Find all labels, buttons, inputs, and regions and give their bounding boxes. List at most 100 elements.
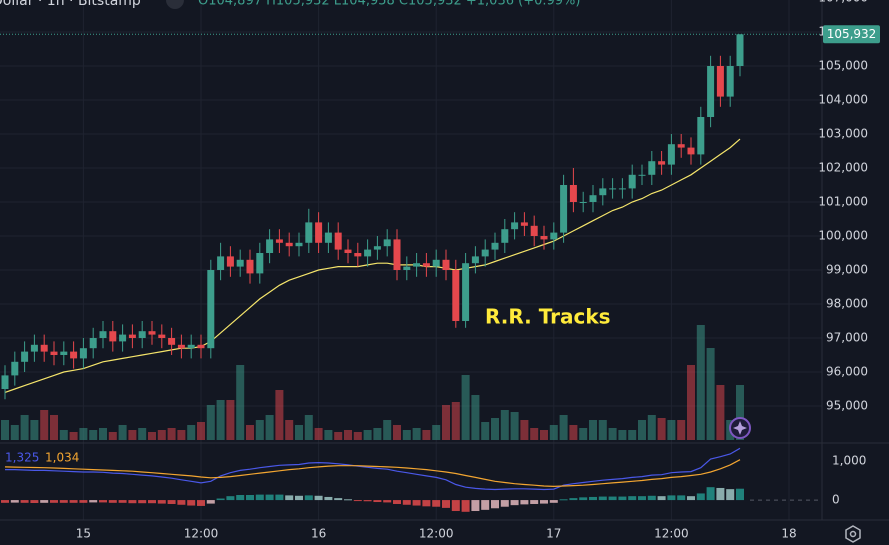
candle-body — [334, 232, 342, 250]
macd-legend: 1,325 — [5, 451, 39, 465]
volume-bar — [99, 428, 107, 440]
candle-body — [667, 144, 675, 165]
candle-body — [246, 259, 254, 274]
candle-body — [364, 249, 372, 257]
volume-bar — [589, 420, 597, 440]
assistant-icon[interactable] — [729, 417, 751, 439]
volume-bar — [383, 420, 392, 440]
histogram-bar — [285, 495, 294, 501]
candle-body — [491, 242, 499, 250]
y-tick-label: 103,000 — [818, 127, 868, 141]
candle-body — [30, 344, 38, 352]
candle-body — [579, 202, 587, 203]
histogram-bar — [128, 500, 137, 504]
volume-bar — [667, 420, 676, 440]
histogram-bar — [569, 498, 578, 501]
volume-bar — [559, 415, 568, 440]
histogram-bar — [1, 500, 9, 503]
last-price-box — [823, 25, 880, 44]
candle-body — [432, 259, 440, 267]
candle-body — [471, 256, 479, 264]
candle-body — [187, 344, 195, 349]
histogram-bar — [422, 500, 431, 507]
histogram-bar — [324, 496, 333, 501]
volume-bar — [1, 420, 9, 440]
histogram-bar — [167, 500, 176, 504]
candle-body — [50, 351, 58, 355]
histogram-bar — [118, 500, 127, 503]
candle-body — [305, 222, 313, 243]
candle-body — [138, 331, 146, 338]
candle-body — [716, 66, 724, 97]
candle-body — [324, 232, 332, 243]
volume-bar — [314, 428, 323, 440]
y-tick-label: 101,000 — [818, 195, 868, 209]
candle-body — [726, 66, 734, 97]
histogram-bar — [442, 500, 450, 508]
histogram-bar — [736, 488, 744, 501]
volume-bar — [285, 420, 294, 440]
y-tick-label: 0 — [832, 493, 840, 507]
histogram-bar — [353, 500, 362, 502]
histogram-bar — [589, 496, 597, 501]
candle-body — [40, 344, 48, 352]
histogram-bar — [706, 487, 715, 501]
histogram-bar — [295, 495, 303, 501]
y-tick-label: 98,000 — [826, 297, 868, 311]
signal-legend: 1,034 — [45, 451, 79, 465]
candle-body — [177, 344, 185, 349]
candle-body — [422, 263, 430, 267]
volume-bar — [216, 400, 225, 440]
histogram-bar — [138, 500, 147, 504]
y-tick-label: 99,000 — [826, 263, 868, 277]
candle-body — [707, 66, 715, 117]
candle-body — [677, 144, 685, 148]
volume-bar — [128, 430, 137, 440]
volume-bar — [236, 365, 245, 440]
moving-average — [4, 138, 741, 393]
volume-bar — [20, 415, 29, 440]
volume-bar — [246, 425, 254, 440]
candle-body — [168, 338, 176, 345]
volume-bar — [393, 425, 401, 440]
settings-icon[interactable] — [845, 525, 861, 543]
histogram-bar — [148, 500, 156, 504]
candle-body — [560, 185, 568, 233]
histogram-bar — [726, 489, 735, 501]
candle-body — [648, 161, 656, 175]
volume-bar — [687, 365, 695, 440]
volume-bar — [177, 430, 186, 440]
x-tick-label: 12:00 — [654, 527, 689, 541]
volume-bar — [677, 420, 686, 440]
candle-body — [99, 331, 107, 338]
histogram-bar — [197, 500, 205, 506]
volume-bar — [530, 428, 539, 440]
volume-bar — [344, 430, 352, 440]
x-tick-label: 16 — [311, 527, 326, 541]
volume-bar — [628, 430, 637, 440]
marks — [0, 33, 822, 512]
histogram-bar — [608, 496, 617, 501]
candle-body — [520, 222, 528, 226]
histogram-bar — [383, 500, 392, 503]
histogram-bar — [314, 495, 323, 501]
volume-bar — [59, 430, 68, 440]
volume-bar — [402, 430, 411, 440]
x-tick-label: 12:00 — [419, 527, 454, 541]
symbol-icon[interactable] — [166, 0, 184, 9]
candle-body — [452, 270, 460, 321]
candle-body — [687, 147, 695, 155]
volume-bar — [706, 348, 715, 440]
candle-body — [11, 361, 19, 376]
candle-body — [217, 256, 225, 270]
volume-bar — [638, 420, 646, 440]
histogram-bar — [226, 496, 235, 501]
volume-bar — [304, 415, 313, 440]
volume-bar — [422, 430, 431, 440]
volume-bar — [569, 425, 578, 440]
volume-bar — [30, 420, 39, 440]
candle-body — [599, 188, 607, 196]
volume-bar — [138, 428, 147, 440]
macd-line — [4, 459, 741, 488]
volume-bar — [50, 415, 58, 440]
